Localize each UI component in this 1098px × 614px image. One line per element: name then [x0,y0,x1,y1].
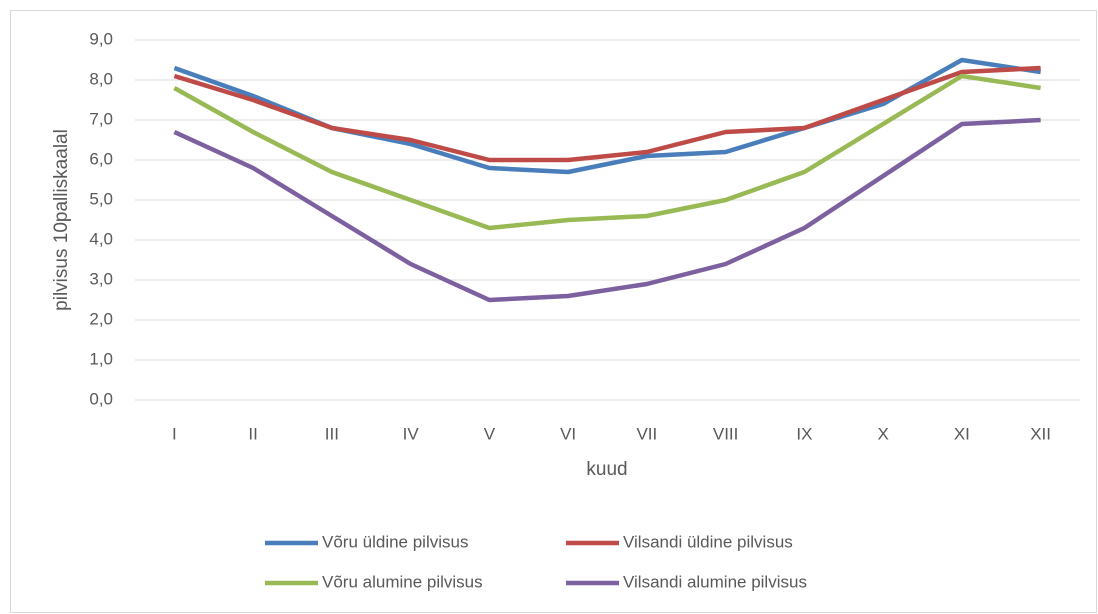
legend-label: Võru üldine pilvisus [322,532,468,551]
y-tick-label: 3,0 [89,269,113,288]
legend-label: Vilsandi alumine pilvisus [623,572,807,591]
x-tick-label: XII [1030,424,1051,443]
y-tick-label: 8,0 [89,69,113,88]
x-tick-label: IX [796,424,812,443]
series-line [173,117,1041,303]
y-axis-title: pilvisus 10palliskaalal [51,129,72,311]
legend-label: Vilsandi üldine pilvisus [623,532,793,551]
y-tick-label: 7,0 [89,109,113,128]
x-tick-label: III [325,424,339,443]
y-tick-label: 6,0 [89,149,113,168]
y-tick-label: 9,0 [89,29,113,48]
y-tick-label: 1,0 [89,349,113,368]
series-line [173,73,1041,231]
legend-label: Võru alumine pilvisus [322,572,483,591]
x-tick-label: VI [560,424,576,443]
x-tick-label: VIII [713,424,739,443]
series-line [173,65,1041,163]
y-tick-label: 2,0 [89,309,113,328]
chart-border [10,10,1097,613]
x-tick-label: II [248,424,257,443]
x-tick-label: XI [954,424,970,443]
x-tick-label: X [877,424,888,443]
x-tick-label: VII [636,424,657,443]
x-axis-title: kuud [586,459,627,480]
y-tick-label: 4,0 [89,229,113,248]
x-tick-label: V [484,424,496,443]
y-tick-label: 0,0 [89,389,113,408]
x-tick-label: I [172,424,177,443]
y-tick-label: 5,0 [89,189,113,208]
x-tick-label: IV [403,424,420,443]
